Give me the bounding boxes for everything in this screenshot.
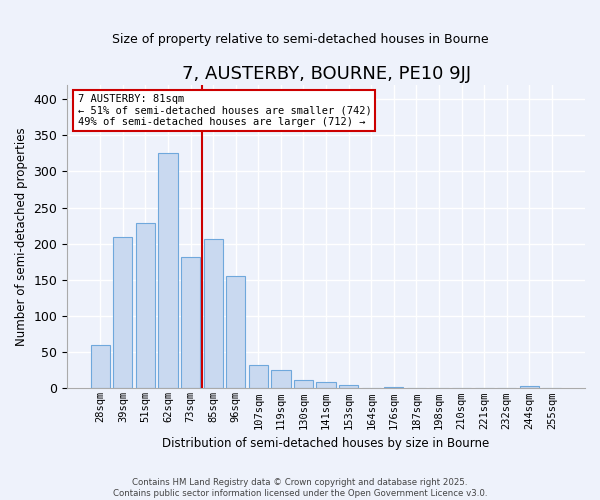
Bar	[271, 370, 290, 388]
Text: Size of property relative to semi-detached houses in Bourne: Size of property relative to semi-detach…	[112, 32, 488, 46]
Bar	[294, 380, 313, 388]
Bar	[91, 345, 110, 389]
Bar	[203, 238, 223, 388]
X-axis label: Distribution of semi-detached houses by size in Bourne: Distribution of semi-detached houses by …	[163, 437, 490, 450]
Bar	[520, 386, 539, 388]
Y-axis label: Number of semi-detached properties: Number of semi-detached properties	[15, 127, 28, 346]
Text: Contains HM Land Registry data © Crown copyright and database right 2025.
Contai: Contains HM Land Registry data © Crown c…	[113, 478, 487, 498]
Bar	[249, 364, 268, 388]
Bar	[136, 222, 155, 388]
Bar	[316, 382, 335, 388]
Bar	[181, 258, 200, 388]
Bar	[384, 387, 403, 388]
Title: 7, AUSTERBY, BOURNE, PE10 9JJ: 7, AUSTERBY, BOURNE, PE10 9JJ	[182, 65, 470, 83]
Bar	[113, 237, 133, 388]
Bar	[226, 276, 245, 388]
Bar	[158, 154, 178, 388]
Text: 7 AUSTERBY: 81sqm
← 51% of semi-detached houses are smaller (742)
49% of semi-de: 7 AUSTERBY: 81sqm ← 51% of semi-detached…	[77, 94, 371, 127]
Bar	[339, 385, 358, 388]
